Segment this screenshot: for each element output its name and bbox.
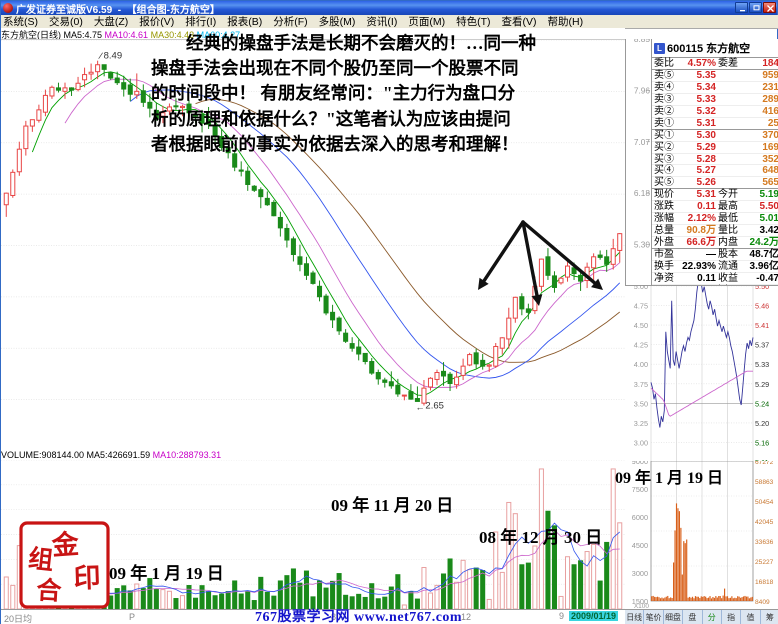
- svg-text:3.50: 3.50: [634, 399, 648, 408]
- svg-text:合: 合: [36, 575, 63, 605]
- svg-text:组: 组: [27, 545, 55, 575]
- svg-text:5.41: 5.41: [755, 321, 769, 330]
- svg-text:33636: 33636: [755, 539, 774, 546]
- svg-text:金: 金: [50, 528, 81, 561]
- svg-text:5.50: 5.50: [755, 286, 769, 291]
- svg-text:4.75: 4.75: [634, 302, 648, 311]
- svg-text:5.29: 5.29: [755, 380, 769, 389]
- svg-text:←: ←: [415, 403, 425, 414]
- svg-text:8409: 8409: [755, 599, 770, 606]
- svg-text:3.25: 3.25: [634, 419, 648, 428]
- svg-text:5.46: 5.46: [755, 302, 769, 311]
- svg-text:3.75: 3.75: [634, 380, 648, 389]
- svg-text:5.37: 5.37: [755, 341, 769, 350]
- svg-text:印: 印: [73, 563, 101, 594]
- svg-text:58863: 58863: [755, 479, 774, 486]
- svg-text:5.24: 5.24: [755, 399, 769, 408]
- svg-text:2.65: 2.65: [425, 401, 444, 412]
- svg-text:50454: 50454: [755, 499, 774, 506]
- svg-text:4.00: 4.00: [634, 360, 648, 369]
- svg-text:25227: 25227: [755, 559, 774, 566]
- svg-text:4500: 4500: [632, 541, 648, 550]
- svg-text:5.20: 5.20: [755, 419, 769, 428]
- svg-text:5.00: 5.00: [634, 286, 648, 291]
- svg-text:4.50: 4.50: [634, 321, 648, 330]
- svg-text:4.25: 4.25: [634, 341, 648, 350]
- svg-text:5.16: 5.16: [755, 438, 769, 447]
- svg-text:42045: 42045: [755, 519, 774, 526]
- svg-text:16818: 16818: [755, 579, 774, 586]
- svg-text:8.49: 8.49: [104, 51, 123, 62]
- svg-text:5.33: 5.33: [755, 360, 769, 369]
- svg-text:6000: 6000: [632, 513, 648, 522]
- svg-text:67272: 67272: [755, 461, 774, 466]
- svg-text:3000: 3000: [632, 569, 648, 578]
- svg-text:3.00: 3.00: [634, 438, 648, 447]
